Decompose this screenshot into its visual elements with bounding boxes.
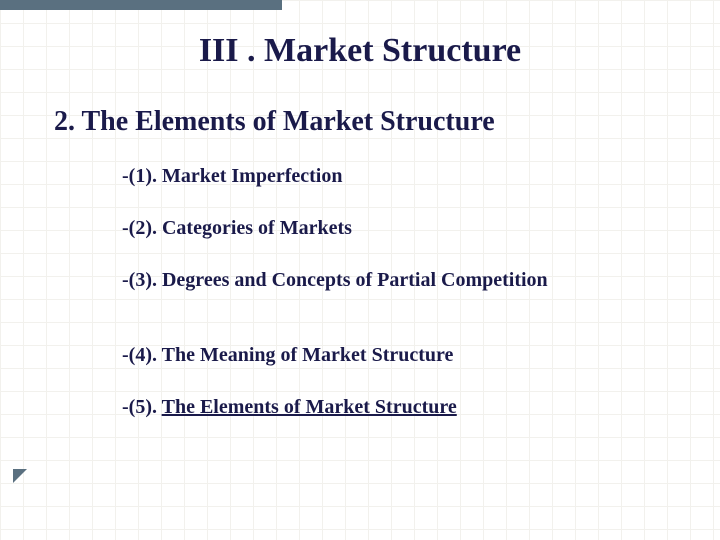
list-item: -(1). Market Imperfection [48,164,672,189]
slide-subtitle: 2. The Elements of Market Structure [48,106,672,138]
list-item: -(2). Categories of Markets [48,216,672,241]
list-item: -(4). The Meaning of Market Structure [48,343,672,368]
list-item: -(3). Degrees and Concepts of Partial Co… [48,268,672,293]
list-item: -(5). The Elements of Market Structure [48,395,672,420]
list-item-prefix: -(5). [122,396,162,418]
slide-content: III . Market Structure 2. The Elements o… [0,0,720,540]
slide-title: III . Market Structure [48,32,672,70]
list-item-underlined: The Elements of Market Structure [162,396,457,418]
